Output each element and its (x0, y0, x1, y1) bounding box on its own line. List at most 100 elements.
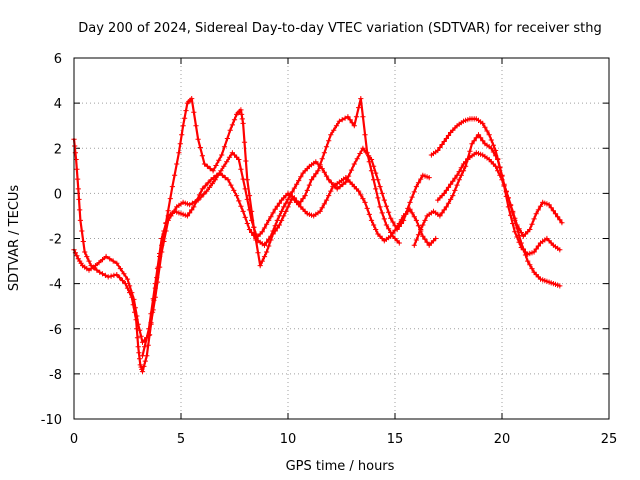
data-point (285, 196, 291, 202)
data-point (261, 225, 268, 231)
data-point (518, 240, 524, 246)
data-point (377, 184, 383, 190)
data-point (255, 250, 261, 256)
data-point (231, 187, 237, 193)
data-point (529, 221, 535, 227)
data-point (107, 256, 113, 262)
data-point (386, 209, 392, 215)
data-point (321, 201, 327, 207)
data-point (243, 158, 249, 164)
data-point (323, 197, 330, 203)
data-point (296, 201, 302, 207)
data-point (413, 217, 419, 223)
data-point (354, 156, 360, 162)
data-point (448, 181, 454, 187)
data-point (480, 120, 486, 126)
data-point (139, 369, 146, 375)
data-point (450, 193, 456, 199)
data-point (413, 184, 419, 190)
data-point (433, 235, 439, 242)
data-point (213, 162, 219, 169)
data-point (266, 217, 272, 223)
data-point (139, 353, 146, 359)
data-point (244, 177, 250, 183)
data-point (467, 148, 473, 154)
data-point (452, 187, 458, 193)
data-point (231, 117, 238, 123)
data-point (302, 193, 308, 199)
data-point (520, 246, 526, 252)
data-point (420, 222, 426, 228)
data-point (340, 181, 346, 187)
data-point (150, 296, 156, 302)
data-point (357, 150, 363, 157)
data-point (281, 204, 287, 210)
x-tick-label: 10 (280, 432, 297, 447)
data-point (240, 176, 246, 182)
data-point (351, 123, 357, 129)
data-point (154, 266, 161, 272)
data-point (505, 195, 511, 201)
data-point (77, 207, 83, 213)
plot-frame (73, 57, 610, 420)
data-point (313, 171, 319, 177)
data-point (216, 170, 223, 176)
data-point (137, 356, 143, 362)
series-line (72, 147, 431, 344)
y-tick-label: -2 (49, 233, 62, 248)
data-point (163, 220, 169, 227)
data-point (409, 210, 415, 216)
data-point (224, 159, 230, 165)
data-point (270, 228, 276, 234)
data-point (136, 350, 142, 356)
data-point (182, 115, 188, 121)
data-point (236, 156, 242, 163)
data-point (535, 207, 541, 213)
data-point (224, 135, 230, 142)
data-point (144, 335, 150, 341)
data-point (238, 107, 244, 113)
data-point (75, 186, 81, 192)
y-tick-label: 2 (54, 142, 62, 157)
data-point (199, 186, 205, 192)
data-point (184, 213, 190, 219)
data-point (272, 223, 278, 229)
chart-title: Day 200 of 2024, Sidereal Day-to-day VTE… (78, 21, 602, 36)
data-point (368, 168, 375, 174)
data-point (261, 254, 268, 260)
data-point (326, 177, 332, 183)
data-point (458, 172, 464, 178)
data-point (371, 222, 377, 228)
data-point (392, 227, 398, 233)
data-point (353, 114, 360, 120)
data-point (358, 96, 364, 102)
data-point (194, 198, 200, 204)
data-point (187, 210, 193, 216)
y-tick-label: -4 (49, 278, 62, 293)
data-point (411, 189, 417, 195)
data-point (99, 257, 106, 263)
data-point (264, 239, 270, 245)
data-point (214, 172, 220, 178)
data-point (445, 200, 452, 206)
data-point (488, 137, 494, 143)
data-point (525, 258, 531, 264)
data-point (439, 210, 445, 216)
data-point (490, 149, 496, 155)
data-point (251, 232, 257, 239)
data-point (244, 196, 250, 202)
data-point (482, 124, 488, 130)
data-point (219, 152, 225, 158)
data-point (99, 271, 106, 277)
data-point (381, 216, 387, 222)
data-point (339, 117, 345, 123)
x-tick-label: 20 (494, 432, 511, 447)
data-point (336, 118, 342, 124)
data-point (533, 246, 539, 252)
data-point (328, 132, 334, 138)
data-point (216, 157, 222, 163)
data-point (138, 364, 144, 370)
data-point (108, 273, 114, 279)
data-point (117, 266, 123, 272)
data-point (86, 258, 92, 264)
